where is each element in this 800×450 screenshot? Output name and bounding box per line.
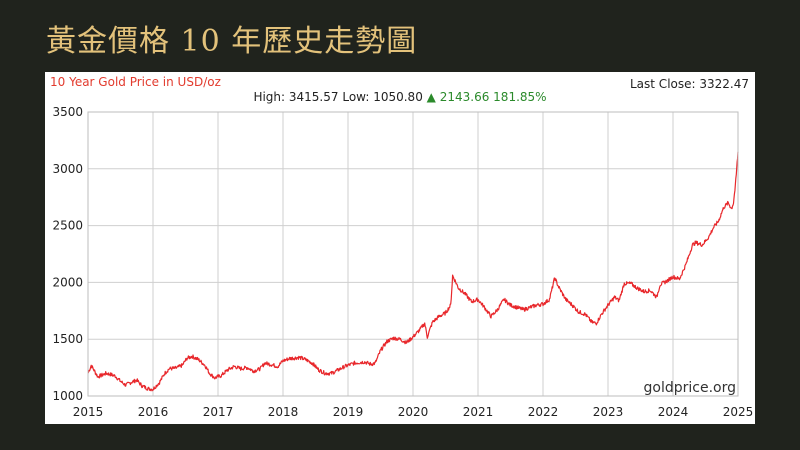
x-axis: 2015 2016 2017 2018 2019 2020 2021 2022 2023 2024… xyxy=(73,405,754,419)
low-label: Low: xyxy=(342,90,370,104)
y-tick-label: 2500 xyxy=(52,219,83,233)
x-tick-label: 2025 xyxy=(723,405,754,419)
last-close-value: 3322.47 xyxy=(699,77,749,91)
y-tick-label: 3500 xyxy=(52,105,83,119)
grid-lines xyxy=(87,111,739,397)
y-tick-label: 1000 xyxy=(52,389,83,403)
last-close-label: Last Close: xyxy=(630,77,696,91)
x-tick-label: 2016 xyxy=(138,405,169,419)
change-up-icon: ▲ xyxy=(426,90,436,104)
x-tick-label: 2021 xyxy=(463,405,494,419)
price-stats: High: 3415.57 Low: 1050.80 ▲ 2143.66 181… xyxy=(45,90,755,104)
source-watermark: goldprice.org xyxy=(643,380,736,396)
high-label: High: xyxy=(253,90,286,104)
high-value: 3415.57 xyxy=(288,90,339,104)
last-close: Last Close: 3322.47 xyxy=(630,77,749,91)
change-value: 2143.66 xyxy=(439,90,490,104)
x-tick-label: 2022 xyxy=(528,405,559,419)
y-tick-label: 2000 xyxy=(52,275,83,289)
plot-border xyxy=(87,111,739,397)
x-tick-label: 2023 xyxy=(593,405,624,419)
x-tick-label: 2015 xyxy=(73,405,104,419)
x-tick-label: 2018 xyxy=(268,405,299,419)
chart-panel: 1000 1500 2000 2500 3000 3500 2015 2016 2017 201… xyxy=(45,72,755,424)
page-title: 黃金價格 10 年歷史走勢圖 xyxy=(46,24,418,59)
low-value: 1050.80 xyxy=(373,90,423,104)
chart-title: 10 Year Gold Price in USD/oz xyxy=(50,75,221,89)
y-axis: 1000 1500 2000 2500 3000 3500 xyxy=(52,105,83,403)
x-tick-label: 2024 xyxy=(658,405,689,419)
change-percent: 181.85% xyxy=(493,90,547,104)
y-tick-label: 3000 xyxy=(52,162,83,176)
x-tick-label: 2020 xyxy=(398,405,429,419)
price-line xyxy=(87,151,739,392)
y-tick-label: 1500 xyxy=(52,332,83,346)
x-tick-label: 2019 xyxy=(333,405,364,419)
x-tick-label: 2017 xyxy=(203,405,234,419)
